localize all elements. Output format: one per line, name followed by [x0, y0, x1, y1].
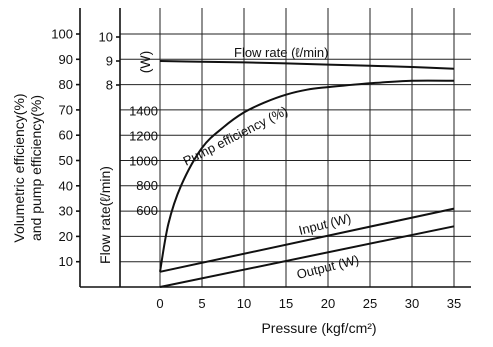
x-axis-label: Pressure (kgf/cm²) [261, 320, 376, 336]
left-axis-label-line2: and pump efficiency(%) [28, 95, 44, 241]
input-label: Input (W) [297, 210, 353, 237]
left-tick-label: 80 [59, 77, 73, 92]
flow-axis-label: Flow rate(ℓ/min) [97, 166, 113, 264]
axes [79, 8, 471, 288]
power-tick-label: 1000 [129, 153, 158, 168]
x-tick-label: 15 [279, 296, 293, 311]
left-tick-label: 70 [59, 102, 73, 117]
grid-lines [120, 8, 471, 287]
flow-rate-line [159, 60, 455, 70]
left-tick-label: 90 [59, 52, 73, 67]
x-tick-label: 35 [447, 296, 461, 311]
input-power-line [159, 207, 455, 273]
x-tick-label: 0 [156, 296, 163, 311]
x-tick-label: 5 [198, 296, 205, 311]
pump-efficiency-label: Pump efficiency (%) [181, 103, 291, 169]
x-tick-label: 10 [237, 296, 251, 311]
flow-rate-label: Flow rate (ℓ/min) [234, 45, 329, 60]
power-tick-label: 1400 [129, 104, 158, 119]
x-tick-label: 30 [405, 296, 419, 311]
flow-tick-label: 8 [106, 78, 113, 93]
left-tick-label: 20 [59, 229, 73, 244]
flow-tick-label: 10 [99, 30, 113, 45]
power-tick-label: 800 [136, 178, 158, 193]
left-tick-label: 40 [59, 178, 73, 193]
flow-tick-label: 9 [106, 54, 113, 69]
power-tick-label: 1200 [129, 128, 158, 143]
left-axis-label-line1: Volumetric efficiency(%) [11, 93, 27, 242]
left-tick-label: 100 [51, 27, 73, 42]
output-power-line [159, 225, 455, 288]
power-tick-label: 600 [136, 203, 158, 218]
left-tick-label: 30 [59, 204, 73, 219]
left-tick-label: 60 [59, 128, 73, 143]
pump-efficiency-line [159, 79, 455, 272]
tick-labels: 0 5 10 15 20 25 30 35 10 20 30 40 50 60 70 80 90 100 8 9 10 6… [51, 27, 461, 312]
series-lines [159, 60, 455, 288]
left-tick-label: 10 [59, 254, 73, 269]
x-tick-label: 25 [363, 296, 377, 311]
x-tick-label: 20 [321, 296, 335, 311]
power-axis-unit: (W) [137, 51, 153, 74]
curve-labels: Flow rate (ℓ/min) Pump efficiency (%) Inpu… [181, 45, 361, 282]
left-tick-label: 50 [59, 153, 73, 168]
